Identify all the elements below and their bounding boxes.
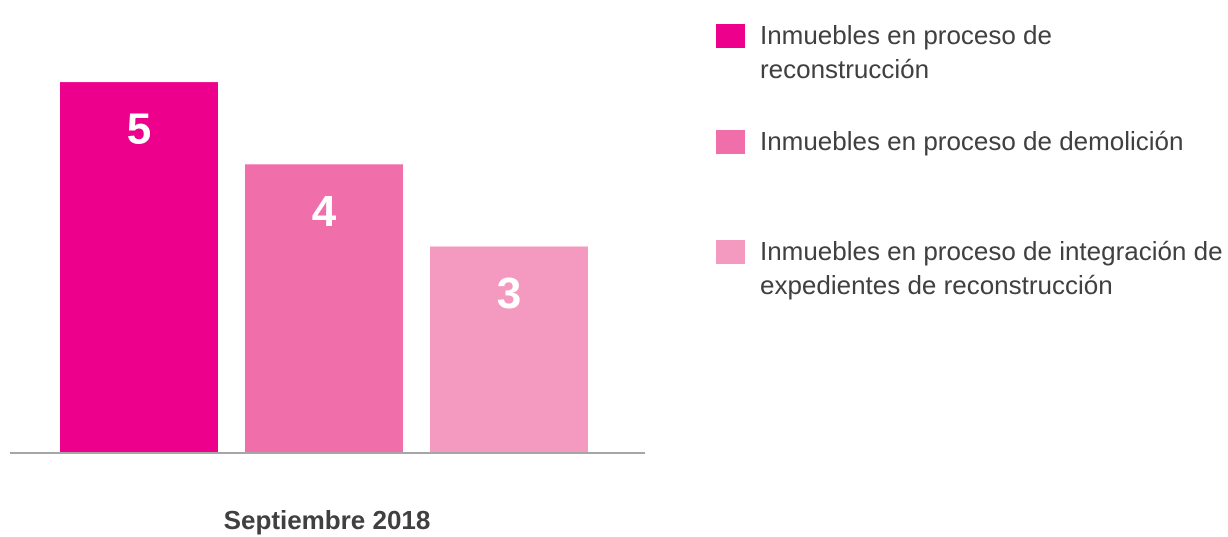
bar [60,82,218,452]
data-label: 4 [312,187,337,236]
legend-label: Inmuebles en proceso de demolición [760,126,1184,156]
data-label: 5 [127,105,151,154]
legend-swatch [716,24,745,48]
legend-swatch [716,130,745,154]
x-tick-label: Septiembre 2018 [224,505,431,535]
plot: 5 4 3 Septiembre 2018 [10,82,645,535]
data-label: 3 [497,269,521,318]
legend-label: Inmuebles en proceso de reconstrucción [760,20,1052,84]
legend-item: Inmuebles en proceso de integración de e… [716,234,1226,302]
legend-label: Inmuebles en proceso de integración de e… [760,236,1223,300]
legend-swatch [716,240,745,264]
legend-item: Inmuebles en proceso de reconstrucción [716,18,1226,86]
bar [430,246,588,452]
bar [245,164,403,453]
legend-item: Inmuebles en proceso de demolición [716,124,1226,158]
